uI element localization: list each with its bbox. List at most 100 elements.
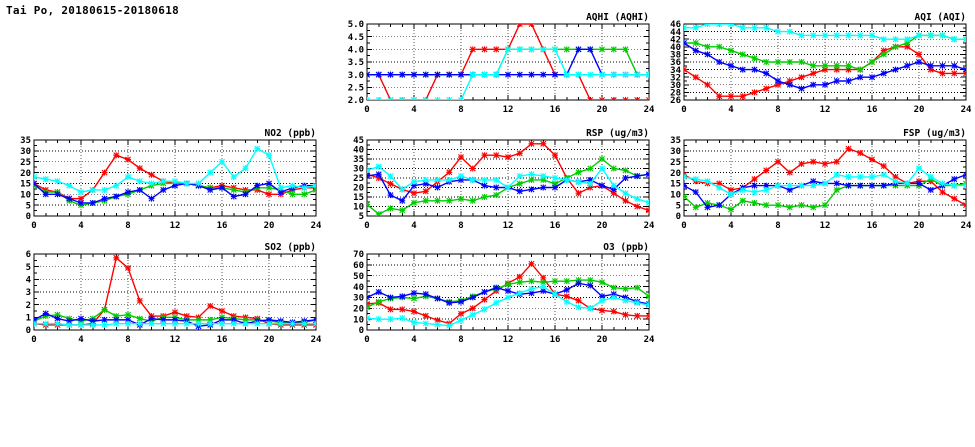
series-marker-day2 [704,43,711,50]
series-marker-day3 [528,290,535,297]
series-marker-day2 [540,279,547,286]
chart-svg-aqhi: 2.0 2.5 3.0 3.5 4.0 4.5 5.0 0 4 8 12 16 20 24 AQHI (AQ… [348,12,655,115]
series-marker-day4 [916,165,922,172]
y-tick-label: 2 [26,301,31,311]
series-marker-day4 [684,24,687,31]
x-tick-label: 8 [458,221,463,231]
series-marker-day3 [869,74,875,81]
series-marker-day3 [684,40,687,46]
series-marker-day3 [266,316,272,323]
y-tick-label: 30 [670,147,681,157]
series-marker-day3 [786,81,793,88]
series-marker-day3 [446,299,453,306]
series-marker-day4 [622,190,629,197]
series-marker-day1 [599,307,605,314]
series-marker-day4 [951,182,958,189]
series-marker-day2 [481,194,488,200]
series-marker-day3 [469,294,476,301]
x-tick-label: 0 [31,221,36,231]
series-marker-day1 [183,313,190,320]
series-marker-day2 [125,311,131,318]
series-marker-day4 [434,321,441,328]
x-tick-label: 12 [820,105,831,115]
series-marker-day4 [34,320,37,327]
series-marker-day1 [622,97,629,100]
chart-title-aqhi: AQHI (AQHI) [586,12,649,23]
series-marker-day2 [763,59,770,65]
series-marker-day1 [939,70,946,77]
series-marker-day4 [634,299,641,306]
series-marker-day4 [904,36,911,43]
series-marker-day3 [552,184,558,191]
series-marker-day1 [892,173,899,180]
series-marker-day3 [622,294,629,301]
chart-title-aqi: AQI (AQI) [915,12,966,23]
series-marker-day2 [833,186,840,193]
series-marker-day4 [634,71,641,78]
series-marker-day3 [78,315,84,322]
series-marker-day3 [277,189,284,196]
series-marker-day1 [869,156,875,163]
series-marker-day1 [493,152,500,159]
y-tick-label: 40 [670,43,681,53]
y-tick-label: 5 [26,201,31,211]
x-tick-label: 4 [411,335,417,345]
series-marker-day4 [387,173,394,180]
x-tick-label: 16 [867,221,878,231]
y-tick-label: 5 [26,263,31,273]
series-marker-day2 [411,295,417,302]
series-marker-day3 [833,180,840,187]
series-marker-day3 [798,85,805,92]
series-marker-day1 [481,152,488,159]
series-marker-day3 [172,182,178,189]
y-tick-label: 40 [353,146,364,156]
series-marker-day1 [540,140,547,147]
series-marker-day4 [716,24,723,27]
series-marker-day1 [634,312,641,319]
series-marker-day4 [230,320,237,327]
series-marker-day2 [563,46,570,53]
y-tick-label: 3 [26,288,31,298]
y-tick-label: 60 [353,261,364,271]
series-marker-day4 [458,97,464,100]
y-tick-label: 20 [20,169,31,179]
series-marker-day1 [599,97,605,100]
series-marker-day1 [493,46,500,53]
x-tick-label: 4 [728,105,734,115]
x-tick-label: 0 [31,335,36,345]
series-marker-day2 [458,195,464,202]
series-marker-day4 [481,176,488,183]
x-tick-label: 8 [775,221,780,231]
series-marker-day1 [399,306,406,313]
series-marker-day4 [254,145,261,152]
series-marker-day1 [786,169,793,176]
series-marker-day1 [610,190,617,197]
series-marker-day3 [89,318,96,325]
series-marker-day1 [540,274,547,281]
series-marker-day1 [469,305,476,312]
series-marker-day4 [367,315,370,322]
y-tick-label: 10 [353,203,364,213]
series-marker-day3 [411,290,417,297]
series-marker-day3 [458,71,464,78]
series-marker-day2 [610,284,617,291]
series-marker-day2 [367,304,370,311]
series-marker-day4 [172,178,178,185]
series-marker-day3 [716,202,723,209]
series-marker-day3 [42,310,49,317]
series-marker-day4 [113,320,120,327]
series-marker-day1 [728,186,734,193]
x-tick-label: 12 [820,221,831,231]
series-marker-day4 [230,173,237,180]
series-marker-day2 [505,281,511,288]
series-marker-day1 [446,169,453,176]
series-marker-day2 [610,46,617,53]
series-marker-day2 [411,199,417,206]
series-marker-day3 [125,316,131,323]
series-marker-day1 [798,160,805,167]
x-tick-label: 16 [217,221,228,231]
series-marker-day2 [786,204,793,211]
series-marker-day4 [505,46,511,53]
series-marker-day4 [434,176,441,183]
